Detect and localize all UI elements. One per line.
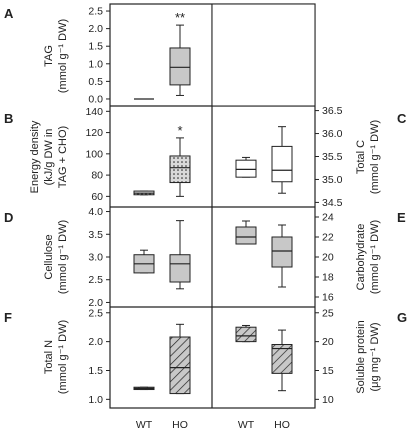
panel-letter-d: D <box>4 210 13 225</box>
panel-c-tick-label: 36.0 <box>322 128 343 140</box>
panel-a-ylabel-line1: TAG <box>43 45 55 67</box>
blank-area <box>212 4 315 106</box>
panel-e-ho-box <box>271 236 293 268</box>
panel-b-tick-label: 60 <box>91 191 103 203</box>
panel-d-tick-label: 3.0 <box>88 252 103 264</box>
panel-c-ylabel-line2: (mmol g⁻¹ DW) <box>369 120 381 194</box>
panel-d-ylabel-line1: Cellulose <box>43 234 55 279</box>
panel-c-tick-label: 35.5 <box>322 151 343 163</box>
x-label-wt-right: WT <box>238 419 255 431</box>
panel-letter-c: C <box>397 111 407 126</box>
panel-e-tick-label: 24 <box>322 212 334 224</box>
panel-e-tick-label: 16 <box>322 292 334 304</box>
panel-a-tick-label: 0.5 <box>88 76 103 88</box>
panel-d-tick-label: 2.5 <box>88 274 103 286</box>
panel-f-ylabel-line1: Total N <box>43 340 55 374</box>
panel-b-ylabel-line3: TAG + CHO) <box>57 126 69 188</box>
panel-e-ylabel-line2: (mmol g⁻¹ DW) <box>369 220 381 294</box>
panel-g-tick-label: 15 <box>322 365 334 377</box>
panel-g-ylabel-line2: (μg mg⁻¹ DW) <box>369 323 381 392</box>
panel-c-tick-label: 34.5 <box>322 197 343 209</box>
panel-letter-b: B <box>4 111 13 126</box>
panel-g-tick-label: 20 <box>322 336 334 348</box>
panel-g-tick-label: 25 <box>322 307 334 319</box>
panel-g-tick-label: 10 <box>322 394 334 406</box>
panel-e-tick-label: 22 <box>322 232 334 244</box>
panel-b-tick-label: 80 <box>91 170 103 182</box>
x-label-wt-left: WT <box>136 419 153 431</box>
panel-e-tick-label: 18 <box>322 272 334 284</box>
panel-e-ylabel-line1: Carbohydrate <box>355 224 367 291</box>
panel-b-ylabel-line1: Energy density <box>29 120 41 193</box>
panel-a-tick-label: 2.0 <box>88 23 103 35</box>
panel-g-ylabel-line1: Soluble protein <box>355 320 367 393</box>
panel-d-ylabel-line2: (mmol g⁻¹ DW) <box>57 220 69 294</box>
panel-f-ho-box <box>169 336 191 395</box>
panel-d-tick-label: 4.0 <box>88 206 103 218</box>
panel-f-tick-label: 1.5 <box>88 365 103 377</box>
panel-f-ylabel-line2: (mmol g⁻¹ DW) <box>57 320 69 394</box>
panel-f-tick-label: 1.0 <box>88 394 103 406</box>
panel-d-tick-label: 3.5 <box>88 229 103 241</box>
panel-d-ho-box <box>169 254 191 283</box>
panel-e-wt-box <box>235 226 257 245</box>
panel-letter-a: A <box>4 6 14 21</box>
panel-d-tick-label: 2.0 <box>88 297 103 309</box>
panel-b-tick-label: 100 <box>85 148 103 160</box>
panel-letter-f: F <box>4 310 12 325</box>
panel-a-tick-label: 1.0 <box>88 58 103 70</box>
panel-c-tick-label: 35.0 <box>322 174 343 186</box>
panel-letter-e: E <box>397 210 406 225</box>
panel-b-ylabel-line2: (kJ/g DW in <box>43 129 55 186</box>
panel-b-tick-label: 140 <box>85 106 103 118</box>
panel-c-tick-label: 36.5 <box>322 105 343 117</box>
x-label-ho-left: HO <box>172 419 188 431</box>
panel-c-ho-box <box>271 145 293 183</box>
panel-c-ylabel-line1: Total C <box>355 140 367 174</box>
panel-a-tick-label: 2.5 <box>88 6 103 18</box>
panel-b-ho-box <box>169 155 191 184</box>
panel-g-ho-box <box>271 344 293 374</box>
x-label-ho-right: HO <box>274 419 290 431</box>
panel-c-wt-box <box>235 159 257 178</box>
panel-f-tick-label: 2.0 <box>88 336 103 348</box>
panel-b-ho-significance: * <box>177 123 182 138</box>
panel-letter-g: G <box>397 310 407 325</box>
panel-a-tick-label: 0.0 <box>88 93 103 105</box>
panel-b-tick-label: 120 <box>85 127 103 139</box>
panel-e-tick-label: 20 <box>322 252 334 264</box>
panel-a-tick-label: 1.5 <box>88 41 103 53</box>
panel-g-wt-box <box>235 326 257 343</box>
panel-a-ho-box <box>169 47 191 86</box>
panel-a-ho-significance: ** <box>175 10 185 25</box>
panel-f-tick-label: 2.5 <box>88 307 103 319</box>
panel-a-ylabel-line2: (mmol g⁻¹ DW) <box>57 19 69 93</box>
